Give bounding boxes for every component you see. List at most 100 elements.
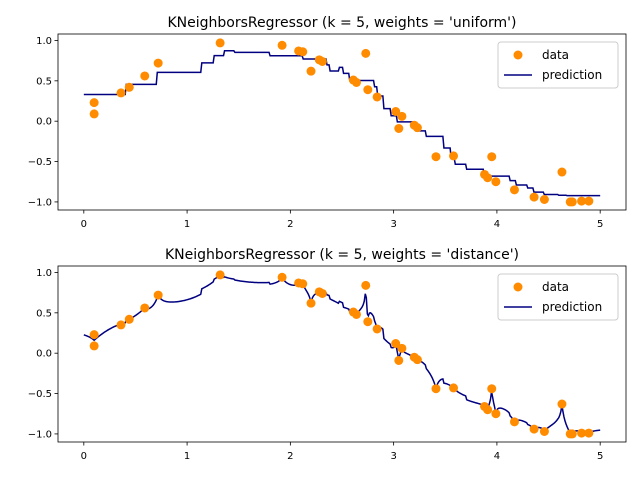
- y-tick-label: 1.0: [36, 268, 52, 279]
- data-point: [412, 123, 422, 133]
- data-point: [483, 173, 493, 183]
- y-tick-label: −0.5: [28, 389, 52, 400]
- data-point: [584, 196, 594, 206]
- data-point: [394, 355, 404, 365]
- x-tick-label: 3: [390, 451, 396, 462]
- legend: data prediction: [497, 273, 619, 321]
- data-point: [449, 151, 459, 161]
- legend-label-prediction: prediction: [542, 68, 602, 82]
- data-point: [577, 196, 587, 206]
- data-point: [277, 40, 287, 50]
- x-tick-label: 4: [494, 451, 500, 462]
- data-point: [215, 270, 225, 280]
- legend-label-prediction: prediction: [542, 300, 602, 314]
- data-point: [539, 427, 549, 437]
- data-point: [394, 123, 404, 133]
- y-tick-label: 1.0: [36, 36, 52, 47]
- data-point: [140, 71, 150, 81]
- x-tick-label: 1: [184, 451, 190, 462]
- legend: data prediction: [497, 41, 619, 89]
- data-point: [567, 429, 577, 439]
- data-point: [306, 66, 316, 76]
- x-tick-label: 2: [287, 451, 293, 462]
- data-point: [487, 384, 497, 394]
- legend-data-marker: [513, 282, 523, 292]
- data-point: [539, 195, 549, 205]
- axes-frame: [57, 265, 627, 443]
- x-tick-label: 0: [81, 451, 87, 462]
- data-point: [153, 290, 163, 300]
- data-point: [361, 48, 371, 58]
- y-tick-label: −1.0: [28, 429, 52, 440]
- data-point: [491, 177, 501, 187]
- data-point: [509, 185, 519, 195]
- data-point: [363, 85, 373, 95]
- data-point: [116, 88, 126, 98]
- legend-data-marker: [513, 50, 523, 60]
- data-point: [491, 409, 501, 419]
- data-point: [153, 58, 163, 68]
- subplot-uniform: KNeighborsRegressor (k = 5, weights = 'u…: [28, 15, 627, 230]
- data-point: [363, 317, 373, 327]
- y-tick-label: 0.5: [36, 308, 52, 319]
- data-point: [483, 405, 493, 415]
- data-point: [391, 107, 401, 117]
- y-tick-label: 0.0: [36, 117, 52, 128]
- x-tick-label: 5: [597, 451, 603, 462]
- legend-box: [497, 41, 619, 89]
- x-tick-label: 1: [184, 219, 190, 230]
- data-point: [124, 314, 134, 324]
- data-point: [89, 109, 99, 119]
- data-point: [277, 272, 287, 282]
- y-tick-label: 0.0: [36, 349, 52, 360]
- data-point: [317, 288, 327, 298]
- x-tick-label: 5: [597, 219, 603, 230]
- data-point: [89, 341, 99, 351]
- legend-label-data: data: [542, 48, 569, 62]
- data-point: [306, 298, 316, 308]
- data-point: [412, 355, 422, 365]
- x-tick-label: 0: [81, 219, 87, 230]
- data-point: [298, 47, 308, 57]
- data-point: [577, 428, 587, 438]
- data-point: [529, 424, 539, 434]
- data-point: [317, 56, 327, 66]
- y-tick-label: −1.0: [28, 197, 52, 208]
- data-point: [372, 324, 382, 334]
- data-point: [391, 339, 401, 349]
- data-point: [557, 399, 567, 409]
- x-tick-label: 3: [390, 219, 396, 230]
- data-point: [567, 197, 577, 207]
- y-tick-label: −0.5: [28, 157, 52, 168]
- data-point: [397, 343, 407, 353]
- data-point: [431, 384, 441, 394]
- chart-title: KNeighborsRegressor (k = 5, weights = 'u…: [167, 15, 516, 31]
- data-point: [431, 152, 441, 162]
- data-point: [351, 309, 361, 319]
- data-point: [140, 303, 150, 313]
- data-point: [529, 192, 539, 202]
- data-point: [372, 92, 382, 102]
- axes-frame: [57, 33, 627, 211]
- data-point: [116, 320, 126, 330]
- y-tick-label: 0.5: [36, 76, 52, 87]
- data-point: [397, 111, 407, 121]
- prediction-line: [83, 50, 601, 197]
- data-point: [584, 428, 594, 438]
- data-point: [557, 167, 567, 177]
- chart-title: KNeighborsRegressor (k = 5, weights = 'd…: [165, 247, 519, 263]
- data-point: [487, 152, 497, 162]
- x-tick-label: 2: [287, 219, 293, 230]
- data-point: [351, 77, 361, 87]
- data-point: [509, 417, 519, 427]
- data-point: [124, 82, 134, 92]
- legend-label-data: data: [542, 280, 569, 294]
- legend-box: [497, 273, 619, 321]
- data-point: [449, 383, 459, 393]
- subplot-distance: KNeighborsRegressor (k = 5, weights = 'd…: [28, 247, 627, 462]
- data-point: [298, 279, 308, 289]
- data-point: [89, 330, 99, 340]
- data-point: [361, 280, 371, 290]
- data-point: [89, 98, 99, 108]
